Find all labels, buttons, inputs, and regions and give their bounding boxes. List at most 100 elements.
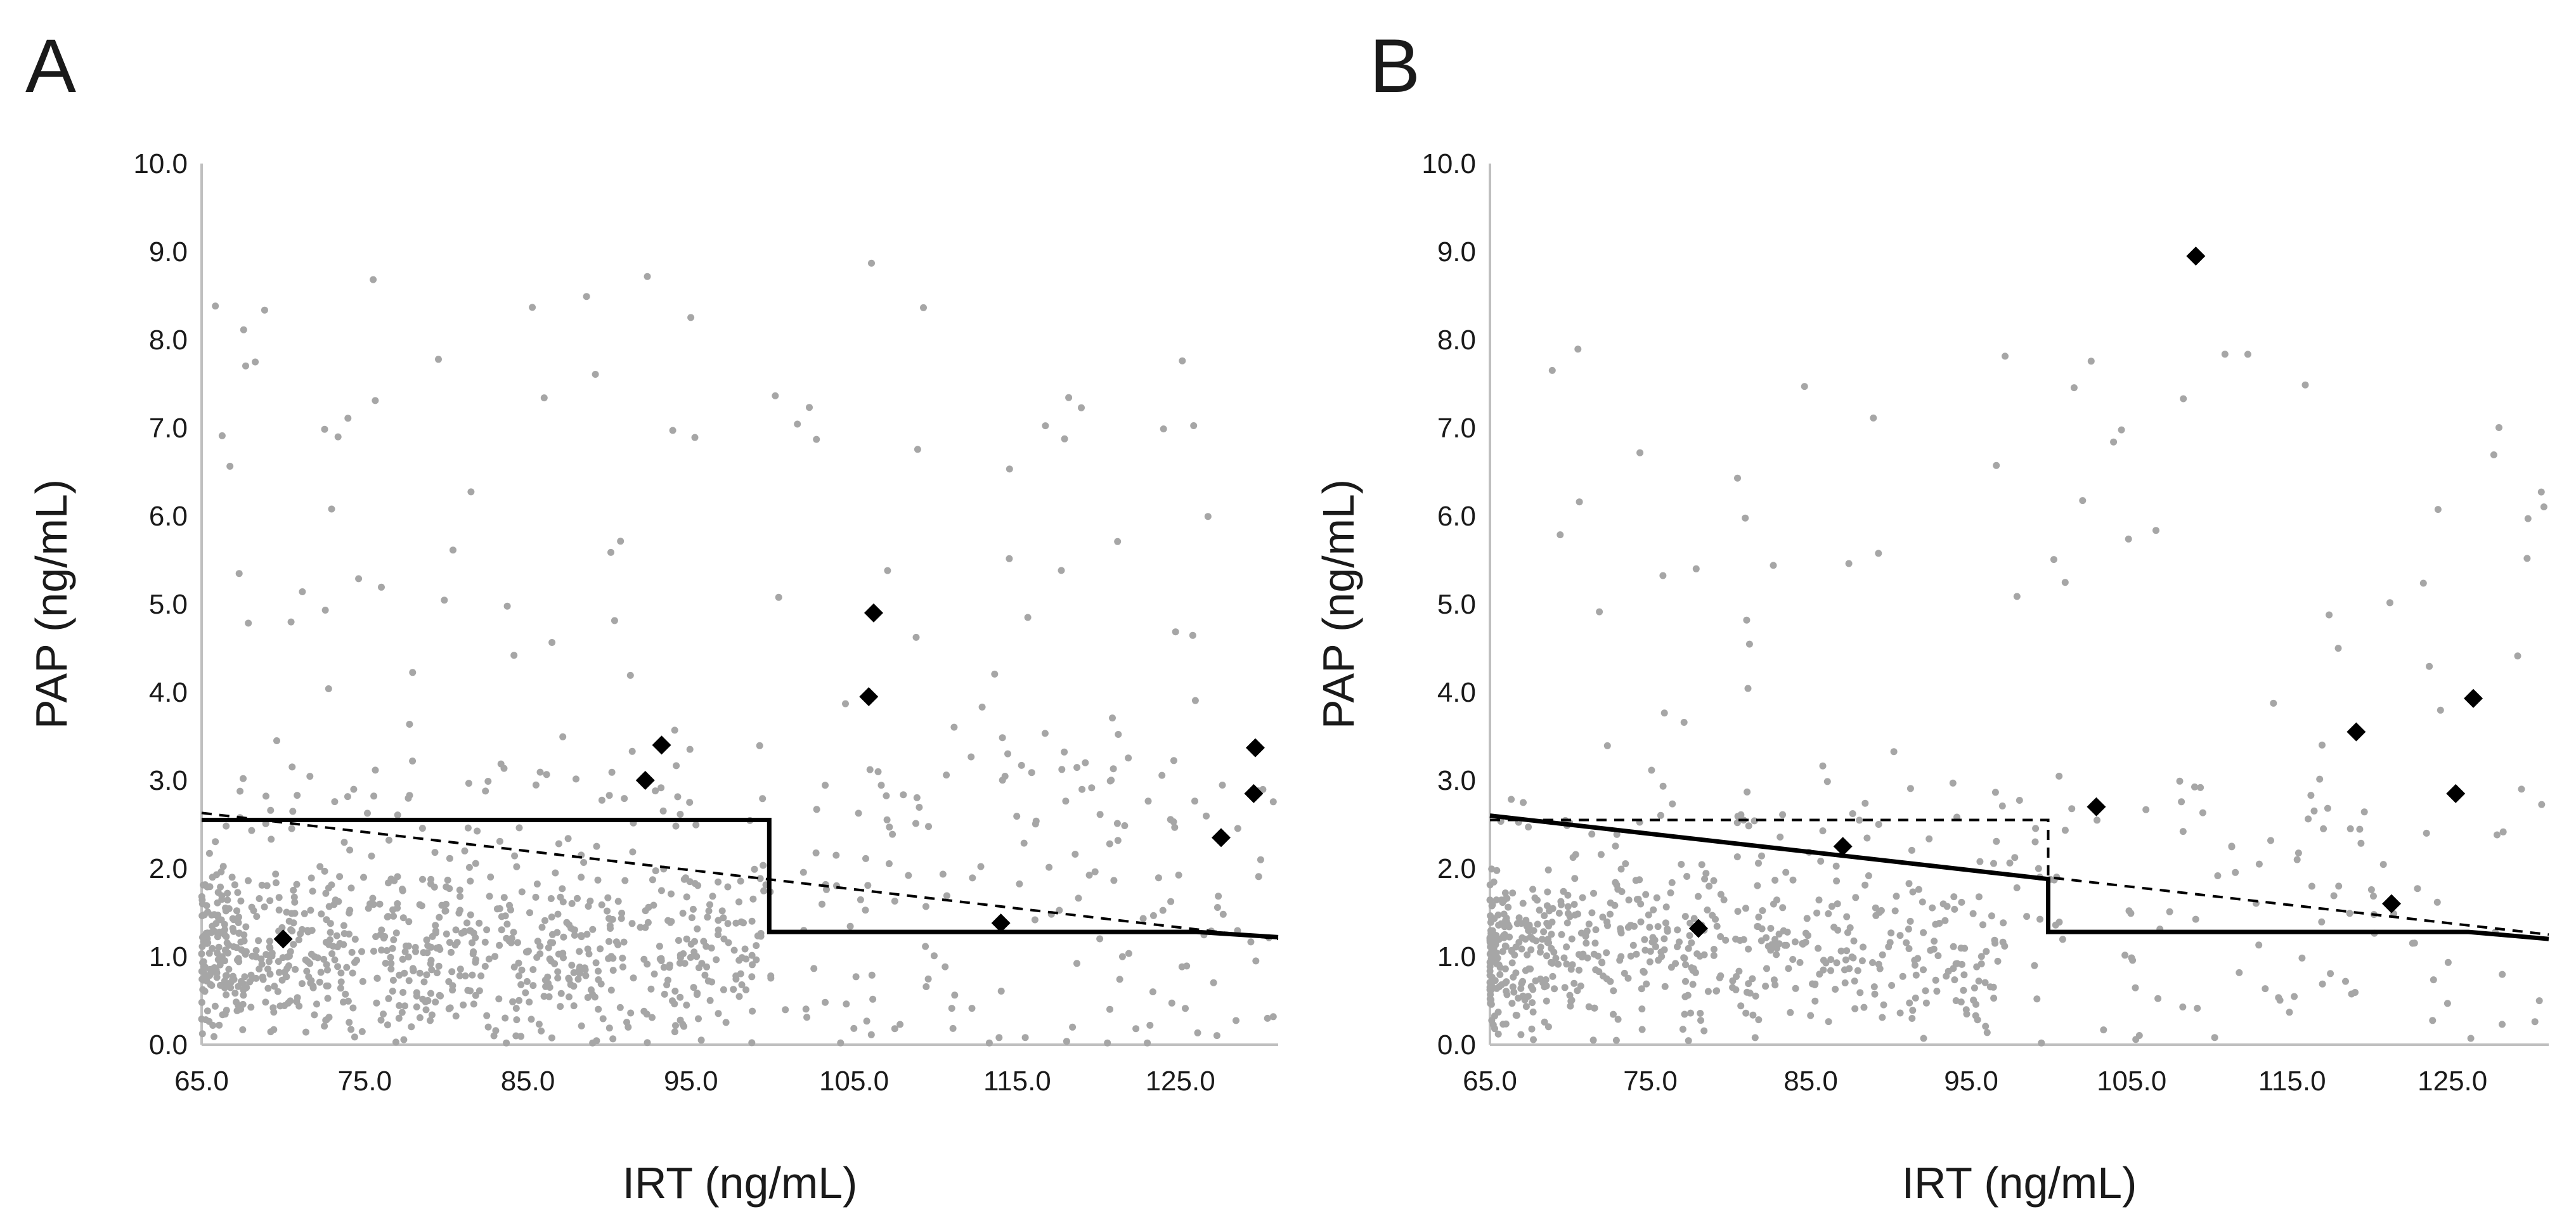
background-point [2152,527,2159,534]
background-point [566,976,573,983]
background-point [472,956,479,964]
background-point [2192,915,2199,923]
background-point [1735,967,1743,975]
background-point [950,723,958,731]
background-point [503,1039,510,1047]
x-tick-label: 95.0 [664,1066,718,1097]
background-point [1681,913,1689,920]
background-point [456,907,463,914]
background-point [612,938,620,946]
background-point [1941,917,1949,924]
background-point [198,896,206,904]
background-point [340,922,347,929]
cutoff-lines [201,811,1279,941]
background-point [485,955,493,963]
background-point [1529,986,1537,993]
background-point [1595,952,1602,960]
background-point [715,1010,722,1017]
background-point [242,950,249,958]
background-point [985,1039,993,1047]
background-point [557,1003,564,1010]
background-point [433,969,441,977]
background-point [1543,952,1550,960]
background-point [470,948,477,955]
background-point [476,987,483,995]
background-point [1844,929,1851,936]
background-point [221,978,228,984]
background-point [259,976,267,983]
background-point [1899,972,1906,980]
background-point [756,742,763,749]
background-point [1825,910,1832,917]
background-point [2430,976,2437,984]
background-point [1975,978,1983,985]
background-point [589,991,597,998]
background-point [382,960,389,967]
background-point [1509,889,1517,897]
background-point [2011,854,2019,861]
background-point [1702,870,1710,877]
background-point [481,938,489,946]
background-point [1990,860,1997,867]
background-point [741,945,749,953]
background-point [1031,916,1039,924]
background-point [408,1023,415,1031]
background-point [216,955,223,963]
background-point [264,984,272,992]
background-point [337,978,345,986]
background-point [2180,395,2187,403]
background-point [441,907,449,915]
background-point [322,889,330,897]
background-point [1781,941,1789,949]
background-point [1234,825,1241,832]
background-point [2121,952,2129,959]
background-point [534,938,541,945]
background-point [1488,943,1496,950]
background-point [233,944,240,952]
background-point [1877,907,1885,914]
background-point [327,929,334,936]
background-point [862,855,869,862]
background-point [1527,965,1534,973]
background-point [2001,943,2009,950]
background-point [2308,882,2315,890]
background-point [1537,943,1544,951]
background-point [1843,913,1851,920]
background-point [1732,935,1740,943]
background-point [1071,851,1079,858]
background-point [1687,1009,1694,1017]
background-point [1960,971,1968,979]
background-point [1906,785,1914,792]
background-point [1511,952,1518,958]
background-point [922,903,929,910]
background-point [697,1036,705,1044]
background-point [1688,964,1695,972]
background-point [514,939,521,946]
background-point [1191,797,1198,805]
background-point [409,965,417,972]
background-point [427,1017,434,1024]
background-point [215,943,223,951]
background-point [413,1003,420,1010]
background-point [334,963,342,971]
background-point [376,900,384,908]
background-point [724,883,732,891]
background-point [1598,958,1605,966]
background-point [592,959,600,967]
background-point [913,794,921,801]
background-point [823,886,830,893]
background-point [2132,1036,2140,1043]
background-point [700,938,708,945]
background-point [1950,965,1957,972]
background-point [1492,936,1499,944]
background-point [267,806,275,814]
background-point [1993,837,2000,845]
background-point [626,671,634,679]
background-point [2006,859,2014,867]
background-point [1789,876,1797,884]
background-point [1971,984,1978,991]
background-point [1252,957,1260,965]
background-point [1032,817,1040,825]
background-point [2000,919,2007,927]
background-point [1991,936,1998,944]
